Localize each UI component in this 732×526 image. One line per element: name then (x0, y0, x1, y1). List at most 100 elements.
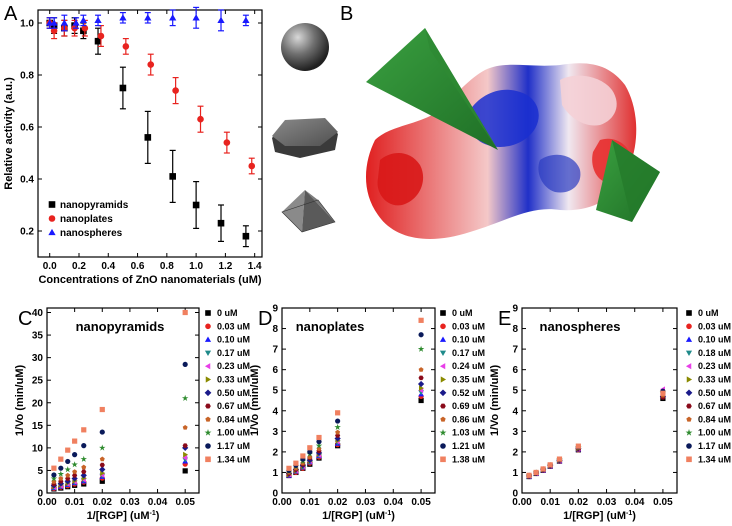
data-point (119, 14, 127, 21)
legend-label: 0.67 uM (217, 401, 250, 411)
legend-marker (204, 336, 212, 342)
data-point (169, 173, 176, 180)
y-tick-label: 2 (272, 447, 278, 458)
plot-frame (281, 307, 436, 494)
y-tick-label: 0.2 (20, 227, 34, 238)
y-tick-label: 0 (512, 489, 518, 500)
x-tick-label: 0.6 (131, 261, 145, 272)
x-tick-label: 1.0 (189, 261, 203, 272)
data-point (307, 449, 313, 455)
x-axis-label: 1/[RGP] (uM-1) (87, 510, 160, 522)
x-axis-label-main: 1/[RGP] (uM (563, 510, 626, 522)
y-tick-label: 7 (512, 345, 518, 356)
data-point (119, 84, 127, 92)
legend-label: nanoplates (60, 214, 113, 225)
data-point (417, 345, 425, 352)
y-tick-label: 0 (37, 489, 43, 500)
data-point (242, 16, 250, 24)
panel-label-c: C (18, 308, 32, 330)
legend-label: 0.10 uM (698, 335, 731, 345)
x-axis-label-sup: -1 (626, 510, 632, 517)
x-tick-label: 0.05 (411, 497, 431, 508)
data-point (197, 115, 204, 123)
sphere-icon (281, 23, 329, 71)
data-point (94, 37, 102, 45)
y-tick-label: 6 (512, 365, 518, 376)
data-point (169, 14, 177, 21)
x-tick-label: 0.01 (65, 497, 85, 508)
legend-marker (440, 310, 446, 316)
legend-label: 0 uM (217, 308, 238, 318)
x-tick-label: 0.05 (175, 497, 195, 508)
x-axis-label-main: 1/[RGP] (uM (87, 510, 150, 522)
legend-label: 1.17 uM (698, 441, 731, 451)
nanopyramids-kinetics-chart: 0.00 0.01 0.02 0.03 0.04 0.05 0 5 10 15 20 25 30 35 40… (14, 307, 250, 522)
y-tick-label: 0.8 (20, 71, 34, 82)
y-tick-label: 35 (32, 331, 44, 342)
legend-marker (686, 456, 692, 463)
data-point (217, 16, 225, 24)
x-tick-label: 0.00 (272, 497, 292, 508)
legend-label: 0.18 uM (698, 348, 731, 358)
data-point (242, 232, 250, 240)
nanospheres-kinetics-chart: 0.00 0.01 0.02 0.03 0.04 0.05 0 1 2 3 4 5 6 7 8 9 1/Vo (… (489, 304, 731, 523)
x-axis-label-end: ) (391, 510, 395, 522)
x-tick-label: 0.04 (148, 497, 168, 508)
x-tick-label: 0.04 (384, 497, 404, 508)
panel-label-a: A (4, 3, 18, 25)
y-tick-label: 10 (32, 443, 44, 454)
y-tick-label: 30 (32, 353, 44, 364)
data-point (335, 418, 341, 424)
data-point (172, 87, 179, 94)
data-point (99, 444, 106, 451)
legend-label: 0.67 uM (698, 401, 731, 411)
data-point (72, 473, 78, 478)
data-point (79, 16, 88, 24)
data-point (72, 469, 78, 474)
data-point (183, 451, 189, 458)
x-axis-label-end: ) (632, 510, 636, 522)
legend-marker (440, 323, 446, 330)
protein-illustration (365, 28, 660, 239)
data-point (99, 466, 106, 473)
x-axis-label-sup: -1 (385, 510, 391, 517)
legend-label: 1.17 uM (217, 441, 250, 451)
data-point (575, 443, 581, 449)
panel-label-d: D (258, 308, 272, 330)
legend-marker (685, 363, 692, 370)
x-tick-label: 0.2 (72, 261, 86, 272)
y-tick-label: 25 (32, 376, 44, 387)
plate-icon (272, 118, 338, 158)
y-axis-label: 1/Vo (min/uM) (489, 365, 501, 437)
y-tick-label: 9 (272, 304, 278, 315)
legend-label: 0.33 uM (217, 375, 250, 385)
activity-chart: 0.0 0.2 0.4 0.6 0.8 1.0 1.2 1.4 0.2 0.4 0.6 0.8 1.0 R… (3, 6, 263, 286)
data-point (81, 464, 87, 470)
legend-marker (205, 443, 211, 449)
legend-label: 0.17 uM (452, 348, 485, 358)
x-tick-label: 0.04 (625, 497, 645, 508)
legend-label: 1.21 uM (452, 441, 485, 451)
legend-label: 0.10 uM (452, 335, 485, 345)
data-point (192, 201, 200, 209)
data-point (97, 32, 105, 40)
data-point (99, 429, 105, 435)
x-tick-label: 0.4 (101, 261, 115, 272)
legend-marker (440, 443, 446, 449)
legend-label: 1.34 uM (698, 454, 731, 464)
data-point (316, 434, 322, 441)
x-tick-label: 0.03 (356, 497, 376, 508)
legend-marker (686, 416, 692, 422)
legend-marker (205, 456, 211, 463)
legend-label: 0.10 uM (217, 335, 250, 345)
legend-marker (204, 350, 212, 356)
y-tick-label: 0.6 (20, 123, 34, 134)
data-point (418, 375, 424, 381)
data-point (144, 14, 152, 21)
data-point (547, 462, 553, 468)
legend-marker (686, 323, 692, 330)
x-axis-label-main: 1/[RGP] (uM (322, 510, 385, 522)
data-point (81, 427, 87, 433)
legend-label: 0.24 uM (452, 361, 485, 371)
legend-marker (440, 416, 446, 422)
